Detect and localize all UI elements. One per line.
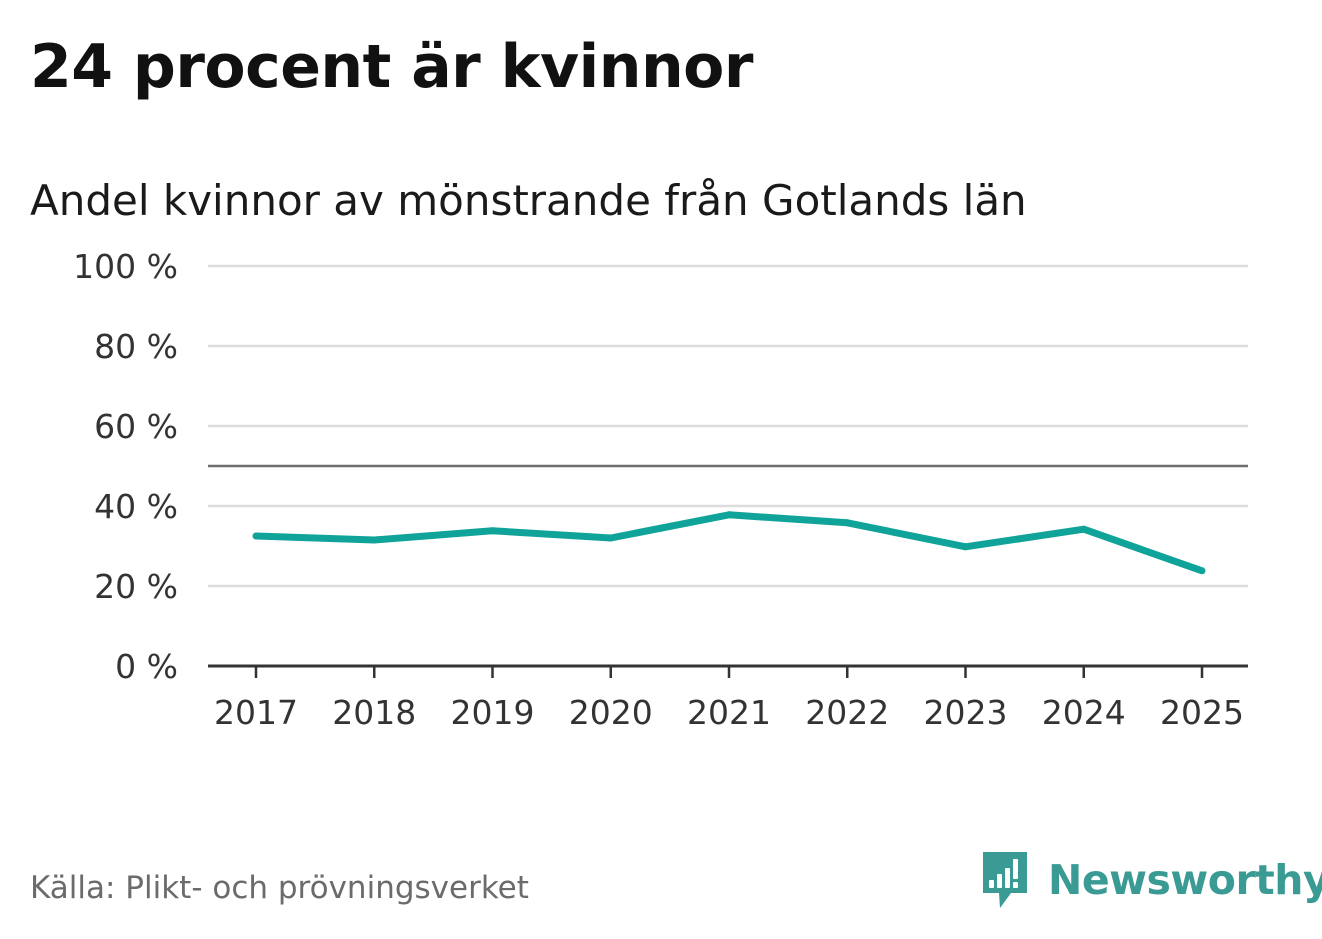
y-tick-label: 100 %: [73, 247, 178, 286]
x-tick-label: 2022: [805, 693, 889, 732]
x-tick-label: 2021: [687, 693, 771, 732]
brand-name: Newsworthy: [1048, 856, 1322, 904]
series-group: [252, 511, 1206, 575]
data-point: [1198, 567, 1206, 575]
gridlines: [208, 264, 1248, 588]
x-tick-label: 2019: [451, 693, 535, 732]
y-tick-label: 0 %: [115, 647, 178, 686]
data-point: [843, 519, 851, 527]
newsworthy-logo-icon: [983, 852, 1027, 908]
x-tick-label: 2024: [1042, 693, 1126, 732]
data-point: [489, 527, 496, 535]
data-point: [725, 511, 733, 519]
y-tick-label: 60 %: [94, 407, 178, 446]
x-tick-label: 2020: [569, 693, 653, 732]
data-point: [607, 534, 615, 542]
source-note: Källa: Plikt- och prövningsverket: [30, 870, 529, 906]
data-point: [370, 536, 378, 544]
y-axis-ticks: 0 % 20 % 40 % 60 % 80 % 100 %: [73, 247, 178, 686]
chart-title: 24 procent är kvinnor: [30, 32, 753, 102]
y-tick-label: 20 %: [94, 567, 178, 606]
chart-subtitle: Andel kvinnor av mönstrande från Gotland…: [30, 176, 1027, 225]
x-tick-label: 2025: [1160, 693, 1244, 732]
data-point: [1080, 525, 1088, 533]
data-point: [252, 532, 260, 540]
y-tick-label: 80 %: [94, 327, 178, 366]
x-tick-label: 2023: [924, 693, 1008, 732]
x-axis: 2017 2018 2019 2020 2021 2022 2023 2024 2025: [208, 664, 1248, 732]
brand-logo: Newsworthy: [980, 850, 1322, 910]
y-tick-label: 40 %: [94, 487, 178, 526]
data-point: [962, 543, 969, 551]
x-tick-label: 2017: [214, 693, 298, 732]
series-line: [255, 511, 1204, 575]
x-tick-label: 2018: [332, 693, 416, 732]
line-chart: 0 % 20 % 40 % 60 % 80 % 100 % 2017 2018 2019 202…: [73, 247, 1248, 732]
